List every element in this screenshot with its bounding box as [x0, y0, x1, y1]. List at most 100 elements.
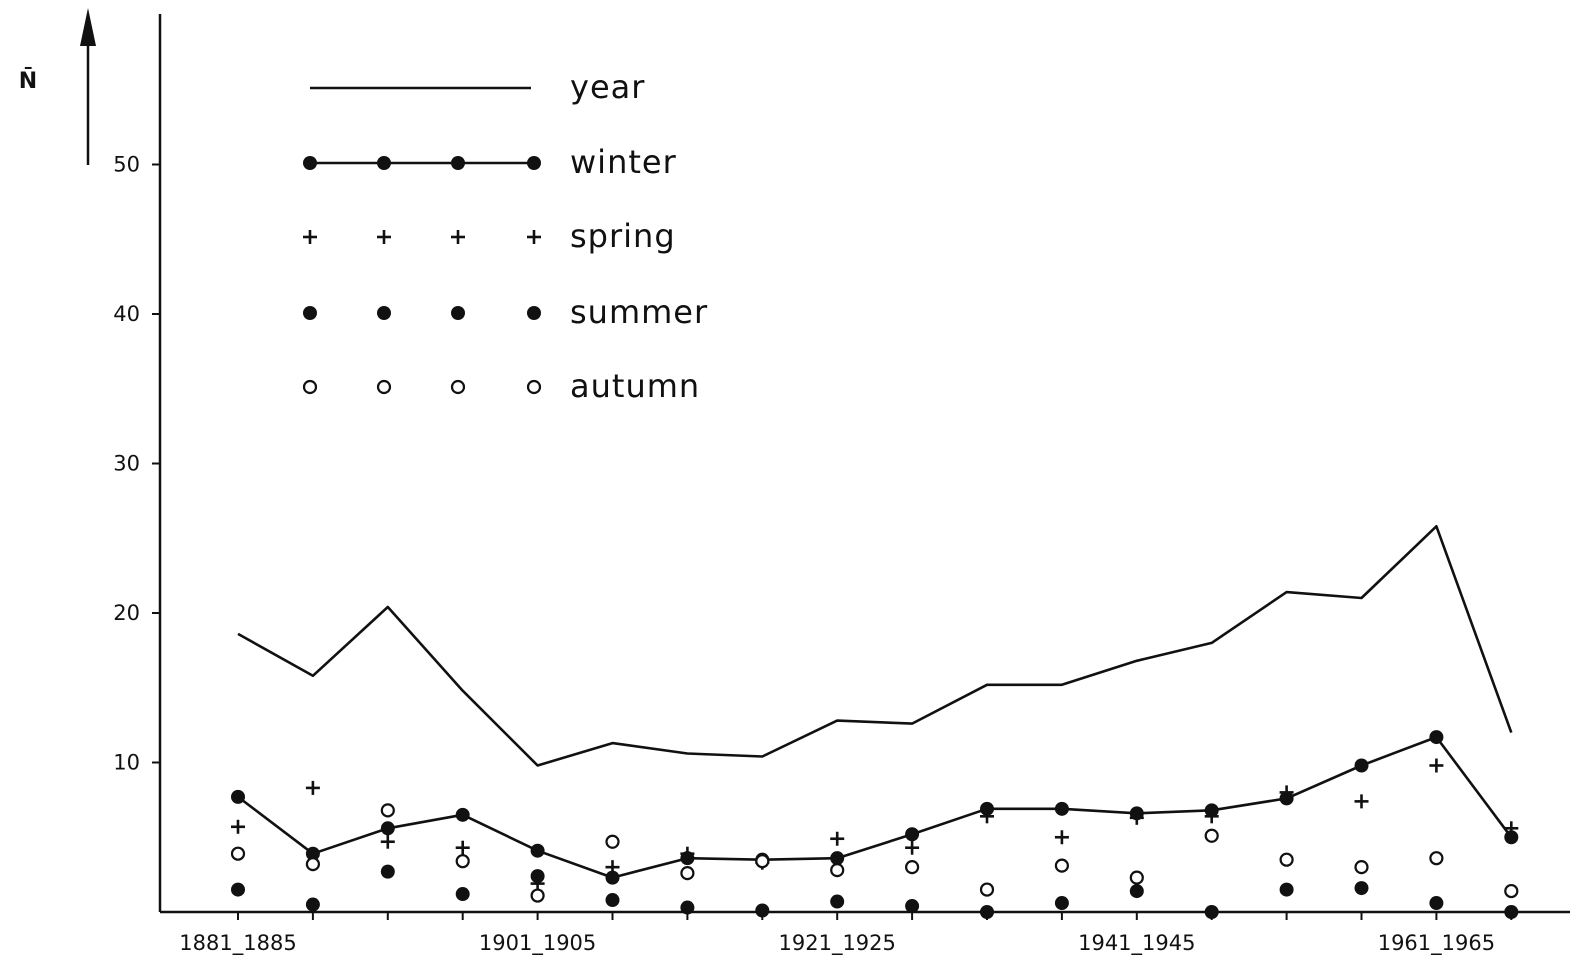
winter-point	[980, 801, 994, 816]
spring-point	[1129, 810, 1144, 825]
summer-point	[905, 899, 920, 914]
winter-point	[455, 807, 470, 822]
legend-marker	[303, 230, 317, 244]
summer-point	[380, 864, 395, 879]
legend-marker	[527, 156, 541, 170]
autumn-point	[230, 846, 246, 861]
winter-point	[305, 846, 320, 861]
winter-point	[1429, 730, 1444, 745]
legend-item-winter: winter	[303, 143, 676, 181]
legend-marker	[451, 156, 465, 170]
autumn-point	[380, 803, 395, 818]
summer-point	[530, 869, 545, 884]
spring-point	[1354, 794, 1369, 809]
winter-point	[830, 851, 845, 866]
autumn-point	[1054, 858, 1070, 873]
summer-point	[980, 905, 994, 919]
legend-label: summer	[570, 293, 708, 331]
summer-point	[830, 894, 845, 909]
summer-point	[1354, 881, 1369, 896]
autumn-point	[530, 888, 545, 903]
x-ticks: 1881_1885 1901_1905 1921_1925 1941_1945 1961…	[179, 912, 1513, 956]
spring-point	[830, 831, 845, 846]
legend-marker	[377, 306, 391, 320]
spring-point	[305, 780, 320, 795]
summer-point	[1279, 882, 1294, 897]
summer-point	[231, 882, 245, 897]
spring-point	[1279, 785, 1294, 800]
autumn-point	[1354, 860, 1369, 875]
series-summer	[231, 864, 1519, 919]
legend-marker	[302, 379, 318, 395]
autumn-point	[1129, 870, 1144, 885]
spring-point	[380, 834, 395, 849]
spring-point	[1054, 830, 1069, 845]
summer-point	[1504, 905, 1519, 919]
winter-point	[380, 821, 395, 836]
legend-marker	[376, 379, 392, 395]
legend-marker	[527, 230, 541, 244]
x-tick-label: 1901_1905	[479, 931, 596, 956]
summer-point	[305, 897, 320, 912]
winter-point	[231, 789, 245, 804]
autumn-point	[904, 860, 920, 875]
winter-point	[905, 827, 920, 842]
legend-marker	[451, 230, 465, 244]
x-tick-label: 1881_1885	[179, 931, 296, 956]
legend-marker	[377, 156, 391, 170]
legend-label: spring	[570, 217, 676, 255]
summer-point	[680, 900, 695, 915]
legend-marker	[303, 306, 317, 320]
autumn-point	[605, 834, 620, 849]
series-winter	[231, 730, 1519, 885]
winter-point	[1354, 758, 1369, 773]
legend-item-summer: summer	[303, 293, 708, 331]
spring-point	[1429, 758, 1444, 773]
spring-point	[680, 846, 695, 861]
autumn-point	[830, 863, 845, 878]
y-tick-label: 20	[113, 601, 140, 625]
series-spring	[231, 758, 1519, 891]
autumn-point	[455, 854, 470, 869]
winter-point	[1054, 801, 1069, 816]
y-tick-label: 10	[113, 751, 140, 775]
series-layer	[230, 524, 1519, 919]
summer-point	[1129, 884, 1144, 899]
legend-marker	[526, 379, 542, 395]
legend-item-spring: spring	[303, 217, 676, 255]
spring-point	[455, 840, 470, 855]
summer-point	[605, 893, 620, 908]
autumn-point	[1429, 851, 1444, 866]
legend: year winter spring summer autumn	[302, 68, 708, 405]
summer-point	[755, 903, 770, 918]
y-tick-label: 30	[113, 452, 140, 476]
y-ticks: 10 20 30 40 50	[113, 153, 160, 775]
x-tick-label: 1921_1925	[779, 931, 896, 956]
autumn-point	[755, 854, 770, 869]
spring-point	[231, 819, 245, 834]
legend-marker	[527, 306, 541, 320]
y-tick-label: 40	[113, 302, 140, 326]
summer-point	[455, 887, 470, 902]
spring-point	[980, 809, 994, 824]
autumn-point	[1504, 883, 1519, 899]
summer-point	[1204, 905, 1219, 919]
legend-marker	[451, 306, 465, 320]
autumn-point	[979, 882, 995, 897]
legend-marker	[377, 230, 391, 244]
winter-point	[605, 870, 620, 885]
y-tick-label: 50	[113, 153, 140, 177]
spring-point	[1504, 821, 1519, 836]
spring-point	[605, 860, 620, 875]
legend-label: year	[570, 68, 645, 106]
x-tick-label: 1941_1945	[1078, 931, 1195, 956]
y-axis-label: N̄	[19, 68, 37, 94]
legend-item-year: year	[310, 68, 645, 106]
legend-label: autumn	[570, 367, 700, 405]
y-arrow-head	[80, 8, 96, 46]
summer-point	[1054, 896, 1069, 911]
series-autumn	[230, 803, 1519, 903]
winter-line	[237, 735, 1513, 879]
x-tick-label: 1961_1965	[1378, 931, 1495, 956]
